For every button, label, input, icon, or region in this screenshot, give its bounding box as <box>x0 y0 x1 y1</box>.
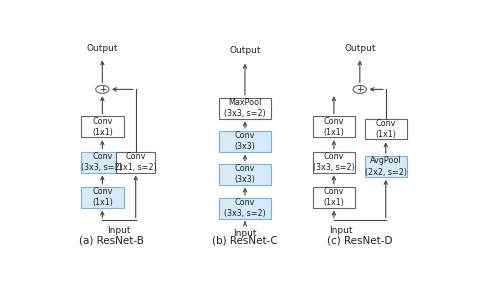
Text: Output: Output <box>229 46 261 55</box>
Text: +: + <box>98 85 106 94</box>
Bar <box>313 187 355 208</box>
Text: Input: Input <box>329 226 353 235</box>
Bar <box>81 152 124 172</box>
Text: AvgPool
(2x2, s=2): AvgPool (2x2, s=2) <box>365 156 407 176</box>
Bar <box>365 156 407 177</box>
Bar <box>313 116 355 137</box>
Text: +: + <box>356 85 364 94</box>
Bar <box>219 131 271 152</box>
Text: (c) ResNet-D: (c) ResNet-D <box>327 236 392 246</box>
Text: Conv
(3x3, s=2): Conv (3x3, s=2) <box>313 152 355 172</box>
Text: Output: Output <box>87 44 118 53</box>
Text: Conv
(1x1, s=2): Conv (1x1, s=2) <box>115 152 157 172</box>
Circle shape <box>96 86 109 93</box>
Bar <box>116 152 155 172</box>
Text: Input: Input <box>233 229 257 238</box>
Text: Conv
(1x1): Conv (1x1) <box>92 187 113 207</box>
Text: (b) ResNet-C: (b) ResNet-C <box>212 236 278 246</box>
Text: Input: Input <box>107 226 131 235</box>
Text: Conv
(3x3): Conv (3x3) <box>235 164 255 184</box>
Text: Conv
(3x3): Conv (3x3) <box>235 131 255 151</box>
Text: Conv
(3x3, s=2): Conv (3x3, s=2) <box>224 198 266 218</box>
Text: MaxPool
(3x3, s=2): MaxPool (3x3, s=2) <box>224 98 266 118</box>
Text: Conv
(3x3, s=2): Conv (3x3, s=2) <box>81 152 123 172</box>
Bar <box>313 152 355 172</box>
Text: Conv
(1x1): Conv (1x1) <box>324 187 344 207</box>
Bar <box>219 98 271 119</box>
Text: (a) ResNet-B: (a) ResNet-B <box>79 236 144 246</box>
Bar <box>219 164 271 185</box>
Bar <box>81 187 124 208</box>
Circle shape <box>353 86 367 93</box>
Text: Output: Output <box>344 44 376 53</box>
Bar <box>365 119 407 140</box>
Text: Conv
(1x1): Conv (1x1) <box>324 117 344 137</box>
Text: Conv
(1x1): Conv (1x1) <box>375 119 396 139</box>
Bar <box>81 116 124 137</box>
Text: Conv
(1x1): Conv (1x1) <box>92 117 113 137</box>
Bar <box>219 198 271 219</box>
